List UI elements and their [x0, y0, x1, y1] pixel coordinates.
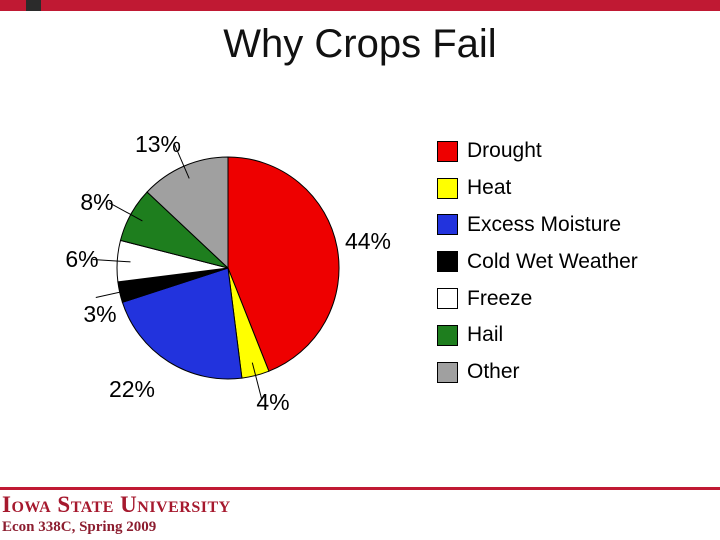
chart-legend: Drought Heat Excess Moisture Cold Wet Weath… — [437, 133, 638, 391]
legend-swatch-other — [437, 361, 458, 383]
legend-label-drought: Drought — [467, 139, 542, 163]
pie-percent-label-hail: 8% — [80, 189, 113, 215]
pie-percent-label-cold-wet-weather: 3% — [83, 301, 116, 327]
legend-label-freeze: Freeze — [467, 286, 533, 310]
legend-item-hail: Hail — [437, 317, 638, 354]
legend-item-freeze: Freeze — [437, 280, 638, 317]
pie-percent-label-freeze: 6% — [65, 246, 98, 272]
leader-line-cold-wet-weather — [95, 288, 133, 298]
legend-item-heat: Heat — [437, 170, 638, 207]
leader-line-heat — [251, 362, 263, 400]
pie-slice-excess-moisture — [121, 267, 243, 380]
university-wordmark: Iowa State University — [2, 492, 231, 517]
legend-label-heat: Heat — [467, 176, 512, 200]
course-label: Econ 338C, Spring 2009 — [2, 519, 157, 535]
legend-swatch-cold-wet-weather — [437, 251, 458, 273]
footer-rule — [0, 487, 720, 490]
leader-line-freeze — [92, 259, 131, 263]
pie-slice-drought — [227, 156, 340, 372]
legend-label-hail: Hail — [467, 323, 504, 347]
legend-swatch-freeze — [437, 288, 458, 310]
top-accent-bar — [0, 0, 720, 11]
pie-percent-label-heat: 4% — [256, 389, 289, 415]
leader-line-other — [173, 143, 190, 179]
leader-line-hail — [109, 202, 143, 222]
legend-item-other: Other — [437, 354, 638, 391]
legend-swatch-hail — [437, 324, 458, 346]
pie-percent-label-other: 13% — [135, 131, 181, 157]
legend-label-cold-wet-weather: Cold Wet Weather — [467, 249, 638, 273]
legend-item-cold-wet-weather: Cold Wet Weather — [437, 243, 638, 280]
legend-swatch-heat — [437, 177, 458, 199]
legend-item-drought: Drought — [437, 133, 638, 170]
legend-item-excess-moisture: Excess Moisture — [437, 207, 638, 244]
legend-label-other: Other — [467, 360, 520, 384]
legend-swatch-drought — [437, 140, 458, 162]
slide-title: Why Crops Fail — [223, 22, 497, 66]
pie-percent-label-excess-moisture: 22% — [109, 376, 155, 402]
legend-label-excess-moisture: Excess Moisture — [467, 212, 622, 236]
pie-percent-label-drought: 44% — [345, 228, 391, 254]
top-accent-notch — [26, 0, 41, 11]
legend-swatch-excess-moisture — [437, 214, 458, 236]
